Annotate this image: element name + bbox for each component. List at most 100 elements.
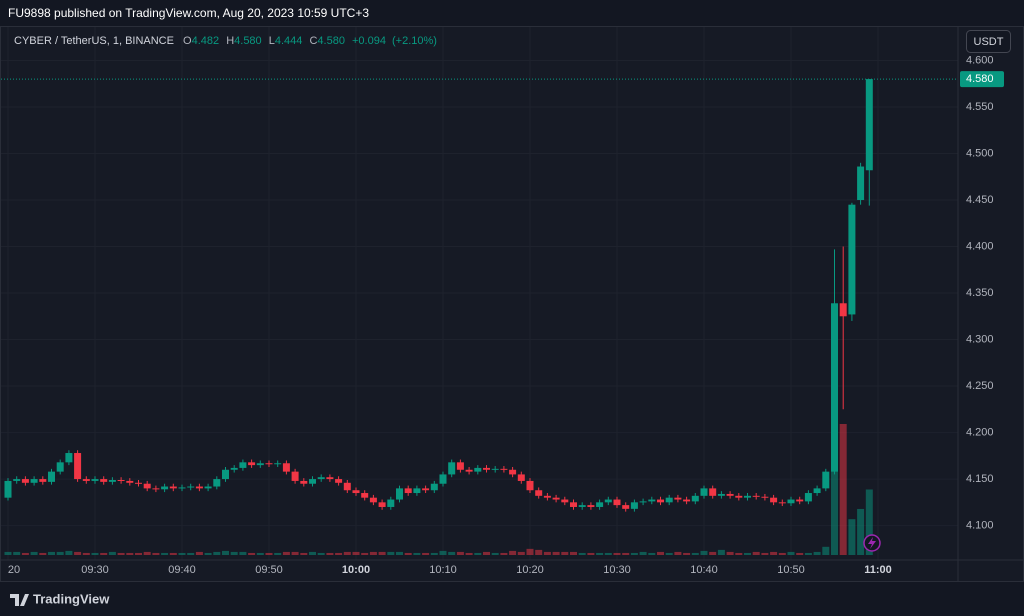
legend-key: O <box>183 35 192 47</box>
plot <box>1 27 958 560</box>
volume-bar <box>535 549 543 555</box>
candle-body <box>439 474 447 484</box>
volume-bar <box>726 551 734 555</box>
volume-bar <box>474 552 482 555</box>
volume-bar <box>161 552 169 555</box>
y-tick-label: 4.350 <box>966 287 994 299</box>
candle-body <box>561 499 569 503</box>
candle-body <box>4 480 12 498</box>
symbol: CYBER / TetherUS, 1, BINANCE <box>14 35 174 47</box>
candle-body <box>691 495 699 502</box>
candle-body <box>735 495 743 498</box>
candle-body <box>430 483 438 491</box>
volume-bar <box>674 551 682 555</box>
volume-bar <box>465 552 473 555</box>
volume-bar <box>839 424 847 555</box>
currency-button[interactable] <box>966 30 1011 53</box>
candle-body <box>422 488 430 491</box>
candle-body <box>265 463 273 465</box>
volume-bar <box>848 519 856 555</box>
candle-body <box>822 471 830 489</box>
x-tick-label: 10:00 <box>342 564 370 576</box>
candle-body <box>30 479 38 483</box>
volume-bar <box>422 552 430 555</box>
x-tick-label: 10:10 <box>429 564 457 576</box>
candle-body <box>396 488 403 500</box>
volume-bar <box>204 552 212 555</box>
candle-body <box>857 166 865 201</box>
volume-bar <box>630 552 638 555</box>
candle-body <box>48 471 55 482</box>
volume-bar <box>596 552 604 555</box>
candle-body <box>456 462 464 470</box>
y-tick-label: 4.500 <box>966 147 994 159</box>
volume-bar <box>352 551 360 555</box>
legend: CYBER / TetherUS, 1, BINANCE O4.482 H4.5… <box>14 35 437 47</box>
x-tick-label: 11:00 <box>864 564 892 576</box>
volume-bar <box>404 552 412 555</box>
candle-body <box>787 499 795 504</box>
candle-body <box>778 502 786 504</box>
candle-body <box>752 495 760 497</box>
volume-bar <box>117 552 125 555</box>
candle-body <box>630 502 638 509</box>
volume-bar <box>39 552 47 555</box>
y-tick-label: 4.400 <box>966 240 994 252</box>
candle-body <box>404 488 412 494</box>
volume-bar <box>13 551 21 555</box>
volume-bar <box>657 551 664 555</box>
currency-button-label[interactable]: USDT <box>974 36 1004 48</box>
candle-body <box>300 480 308 484</box>
volume-bar <box>222 550 229 555</box>
candle-body <box>517 474 525 481</box>
candle-body <box>39 479 47 482</box>
candle-body <box>274 463 282 465</box>
candle-body <box>369 497 377 503</box>
volume-bar <box>744 552 751 555</box>
y-tick-label: 4.150 <box>966 473 994 485</box>
candle-body <box>213 479 221 487</box>
volume-bar <box>248 552 256 555</box>
candle-body <box>726 493 734 496</box>
y-tick-label: 4.100 <box>966 519 994 531</box>
x-tick-label: 10:50 <box>777 564 805 576</box>
volume-bar <box>648 552 656 555</box>
volume-bar <box>604 552 612 555</box>
volume-bar <box>587 552 595 555</box>
candle-body <box>178 487 186 489</box>
volume-bar <box>195 551 203 555</box>
candle-body <box>21 479 29 483</box>
candle-body <box>74 453 82 480</box>
x-tick-label: 10:40 <box>690 564 718 576</box>
volume-bar <box>378 551 386 555</box>
candle-body <box>761 496 769 498</box>
volume-bar <box>622 552 630 555</box>
volume-bar <box>152 552 160 555</box>
candle-body <box>570 502 577 507</box>
candle-body <box>143 483 151 489</box>
candle-body <box>135 482 142 484</box>
candle-body <box>683 499 691 502</box>
volume-bar <box>265 552 273 555</box>
volume-bar <box>187 552 195 555</box>
volume-bar <box>552 551 560 555</box>
candle-body <box>361 493 369 498</box>
candle-body <box>317 477 325 480</box>
volume-bar <box>213 551 221 555</box>
volume-bar <box>717 549 725 555</box>
footer-logo: TradingView <box>10 591 110 606</box>
volume-bar <box>561 551 569 555</box>
volume-bar <box>831 470 838 555</box>
volume-bar <box>413 552 421 555</box>
volume-bar <box>100 552 108 555</box>
candle-body <box>483 467 490 470</box>
candle-body <box>831 303 838 472</box>
x-tick-label: 20 <box>8 564 20 576</box>
footer-brand: TradingView <box>33 591 110 606</box>
volume-bar <box>291 551 299 555</box>
volume-bar <box>387 551 395 555</box>
volume-bar <box>752 551 760 555</box>
volume-bar <box>500 552 508 555</box>
volume-bar <box>578 552 586 555</box>
candle-body <box>509 469 517 475</box>
